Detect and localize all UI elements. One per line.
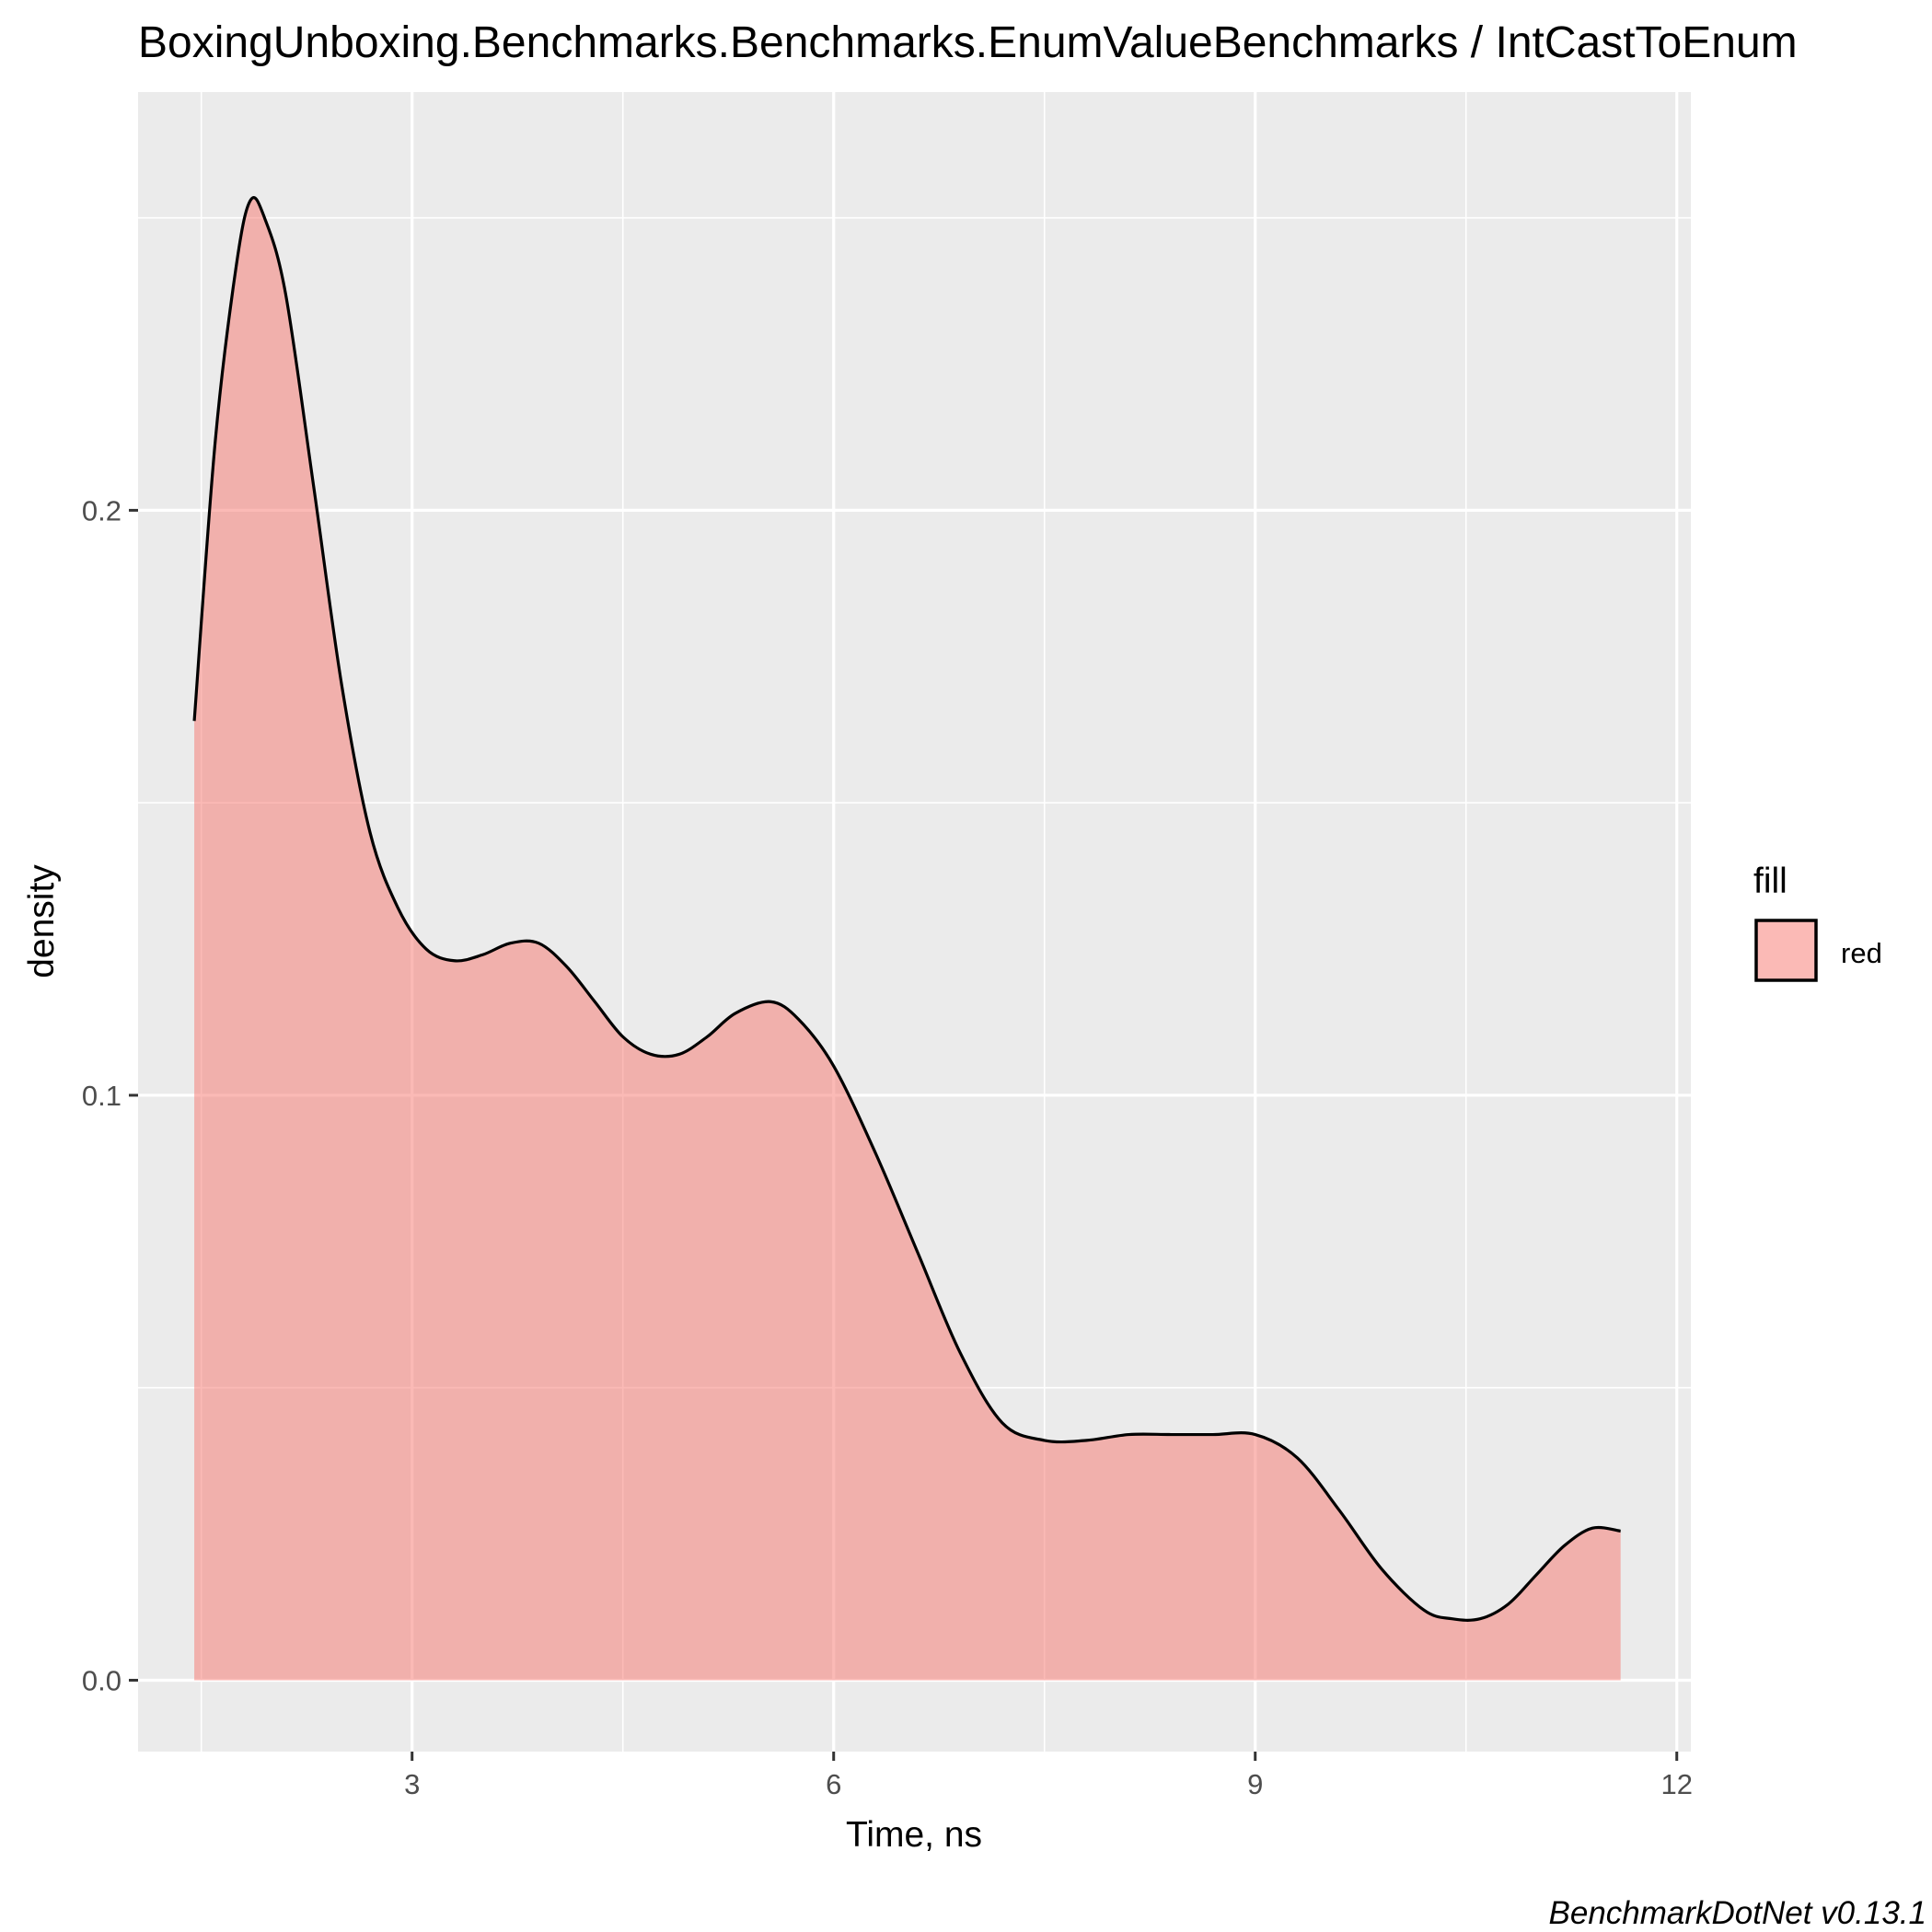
density-line-red: [192, 195, 1621, 1622]
y-tick-label-2: 0.2: [82, 494, 121, 526]
legend-key-red: [1754, 919, 1818, 982]
x-axis: 3 6 9 12: [404, 1752, 1693, 1800]
y-axis-title: density: [22, 864, 62, 978]
x-axis-title: Time, ns: [846, 1815, 982, 1855]
legend-title: fill: [1753, 862, 1787, 901]
density-series: [192, 195, 1621, 1681]
y-tick-label-0: 0.0: [82, 1664, 121, 1696]
legend-label-red: red: [1841, 937, 1882, 969]
chart-title: BoxingUnboxing.Benchmarks.Benchmarks.Enu…: [138, 18, 1798, 67]
grid-minor: [138, 92, 1691, 1752]
x-tick-label-2: 9: [1247, 1768, 1263, 1800]
x-tick-label-1: 6: [826, 1768, 841, 1800]
x-tick-label-3: 12: [1660, 1768, 1692, 1800]
density-area-red: [194, 197, 1621, 1681]
caption: BenchmarkDotNet v0.13.1: [1549, 1895, 1926, 1931]
x-tick-label-0: 3: [404, 1768, 420, 1800]
y-axis: 0.0 0.1 0.2: [82, 494, 138, 1696]
legend: fill red: [1753, 862, 1882, 982]
y-tick-label-1: 0.1: [82, 1080, 121, 1112]
